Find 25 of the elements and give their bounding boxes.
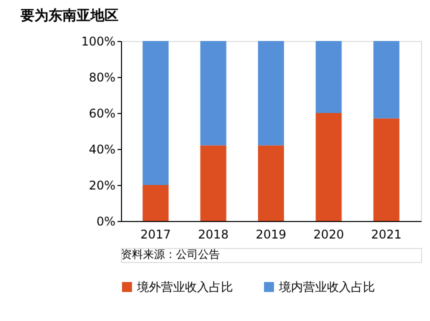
x-tick-label: 2020 [313,228,344,242]
bar [258,145,284,221]
text: 资料来源：公司公告 [121,248,220,261]
bar [142,41,169,185]
x-tick-label: 2018 [198,228,229,242]
bar [373,118,400,221]
y-tick-label: 20% [88,178,116,192]
bar [316,41,342,113]
x-tick-label: 2017 [140,228,171,242]
legend-label: 境外营业收入占比 [136,280,233,294]
y-tick-label: 0% [96,214,116,228]
bar [142,185,169,221]
y-tick-label: 40% [88,142,116,156]
x-tick-label: 2019 [256,228,286,242]
y-tick-label: 100% [81,34,116,48]
bar [316,113,342,221]
bar [200,41,226,146]
y-tick-label: 80% [88,70,116,84]
bar [373,41,400,118]
x-tick-label: 2021 [371,228,402,242]
bar [200,145,226,221]
chart-title: 要为东南亚地区 [20,7,119,24]
y-tick-label: 60% [88,106,116,120]
legend-label: 境内营业收入占比 [278,280,375,294]
bar [258,41,284,146]
